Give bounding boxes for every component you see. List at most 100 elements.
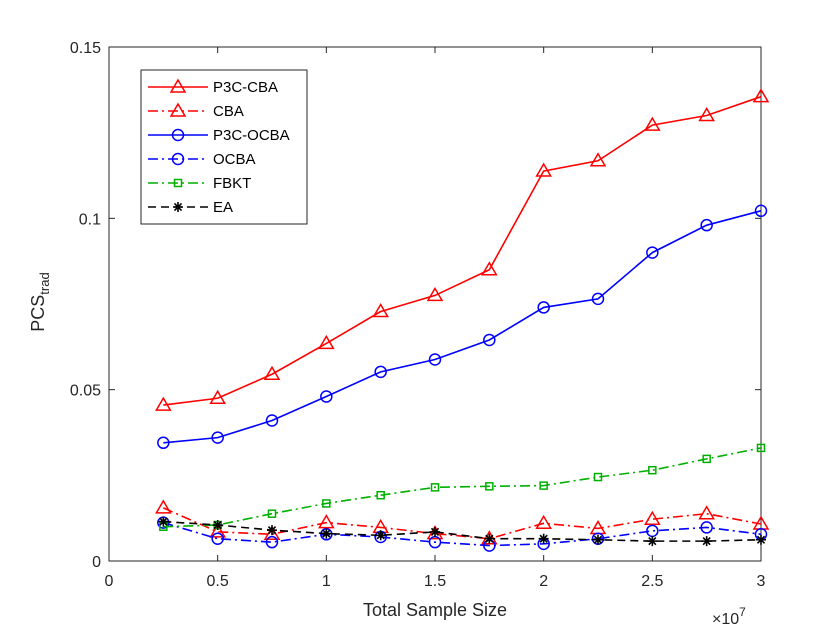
data-point-fbkt [485,482,494,491]
data-point-p3c-ocba [265,414,279,427]
data-point-ocba [211,532,224,545]
data-point-ea [321,528,332,539]
data-point-fbkt [756,443,766,453]
x-tick-label: 0.5 [207,573,229,590]
data-point-p3c-cba [426,286,444,302]
x-axis-exponent: ×107 [712,605,746,628]
data-point-fbkt [539,481,548,490]
data-point-ea [647,536,658,547]
legend-entry-p3c-cba: P3C-CBA [148,78,278,96]
data-point-ea [756,534,766,545]
data-point-ea [701,536,712,547]
data-point-cba [209,523,226,538]
data-point-fbkt [267,509,277,518]
legend-entry-p3c-ocba: P3C-OCBA [148,127,290,144]
x-tick-label: 3 [757,573,766,590]
legend-label-cba: CBA [213,103,244,120]
legend-label-ocba: OCBA [213,151,256,168]
data-point-p3c-cba [752,88,770,103]
legend-entry-ea: EA [148,199,233,216]
series-line-fbkt [163,447,762,528]
data-point-ea [267,525,277,536]
data-point-p3c-cba [481,261,498,276]
data-point-p3c-ocba [428,353,442,366]
data-point-fbkt [648,465,657,475]
data-point-p3c-ocba [754,204,768,218]
data-point-ea [538,533,549,544]
data-point-p3c-cba [535,162,552,177]
x-tick-label: 2 [539,573,548,590]
y-tick-label: 0.1 [79,211,101,228]
data-point-p3c-cba [644,116,661,131]
data-point-p3c-ocba [157,436,170,450]
legend-label-fbkt: FBKT [213,175,251,192]
legend-entry-fbkt: FBKT [148,175,251,192]
data-point-ea [375,530,386,541]
data-point-p3c-cba [589,152,607,167]
data-point-p3c-cba [698,107,715,122]
data-point-ea [593,534,603,545]
data-point-fbkt [376,490,385,500]
data-point-fbkt [430,483,440,492]
data-point-fbkt [322,499,331,508]
legend-marker-p3c-ocba [171,128,185,142]
y-axis-title-main: PCS [28,295,48,332]
series-layer [155,88,770,552]
legend-label-p3c-ocba: P3C-OCBA [213,127,290,144]
legend-box [140,69,308,225]
y-tick-label: 0.05 [70,383,101,400]
x-axis-title: Total Sample Size [363,600,507,620]
legend-label-ea: EA [213,199,233,216]
data-point-p3c-cba [209,389,226,404]
data-point-ea [484,533,495,544]
series-line-cba [163,507,762,540]
series-line-p3c-ocba [163,210,762,444]
series-line-ocba [163,521,762,547]
data-point-ea [430,526,440,537]
legend-marker-p3c-cba [169,78,187,93]
data-point-p3c-ocba [591,292,605,306]
y-axis-ticks: 0 0.05 0.1 0.15 [70,40,761,571]
data-point-p3c-cba [318,334,335,350]
data-point-cba [318,514,335,529]
y-axis-title: PCStrad [28,272,52,331]
data-point-p3c-cba [155,396,172,411]
data-point-p3c-cba [263,365,281,380]
y-axis-title-subscript: trad [37,272,52,294]
x-tick-label: 1 [322,573,331,590]
data-point-ocba [700,521,713,534]
x-axis-exponent-base: ×10 [712,611,739,628]
data-point-fbkt [702,454,711,464]
x-axis-exponent-power: 7 [739,605,746,619]
data-point-cba [644,510,661,525]
series-p3c-cba [155,88,770,411]
x-tick-label: 2.5 [641,573,663,590]
data-point-fbkt [593,472,603,482]
series-ea [158,516,766,547]
data-point-p3c-cba [372,303,389,318]
legend-marker-ea [173,202,183,212]
data-point-cba [535,514,552,530]
data-point-ea [158,516,169,527]
legend-marker-fbkt [173,178,183,188]
legend-entry-ocba: OCBA [148,151,256,168]
data-point-p3c-ocba [700,218,713,232]
data-point-p3c-ocba [483,333,496,347]
x-axis-ticks: 0 0.5 1 1.5 2 2.5 3 [105,47,766,590]
legend: P3C-CBA CBA P3C-OCBA OCBA FBKT EA [140,69,308,225]
legend-label-p3c-cba: P3C-CBA [213,79,278,96]
legend-marker-ocba [171,152,185,166]
y-tick-label: 0 [92,554,101,571]
series-line-ea [163,520,762,542]
y-tick-label: 0.15 [70,40,101,57]
x-tick-label: 1.5 [424,573,446,590]
series-p3c-ocba [157,204,768,450]
data-point-p3c-ocba [320,390,333,403]
series-line-p3c-cba [163,95,762,406]
data-point-ea [212,520,223,531]
data-point-cba [155,499,172,514]
data-point-p3c-ocba [537,301,550,314]
data-point-p3c-ocba [211,431,224,444]
